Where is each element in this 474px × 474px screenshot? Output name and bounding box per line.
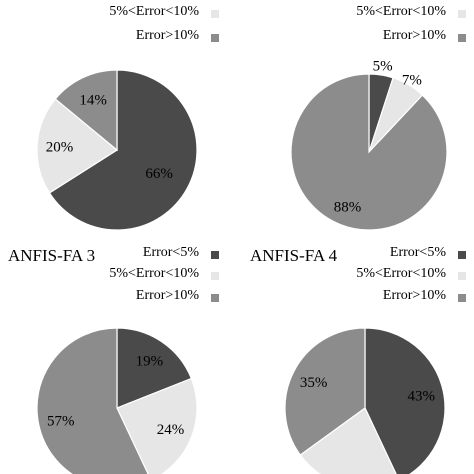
legend-entry-low: Error<5% [390, 245, 446, 261]
slice-data-label: 57% [47, 414, 75, 430]
slice-data-label: 24% [157, 422, 185, 438]
legend-label: Error>10% [382, 28, 446, 43]
pie-slice [364, 327, 446, 474]
legend-entry-high: Error>10% [136, 28, 199, 44]
pie-3-svg: 19% 24% 57% [36, 327, 198, 474]
slice-data-label: 35% [300, 375, 328, 391]
legend-swatch-high [458, 294, 466, 302]
legend-label: 5%<Error<10% [356, 266, 446, 281]
pie-panel-2: 5%<Error<10% Error>10% 5% 7% 88% [237, 0, 474, 237]
legend-label: Error>10% [135, 288, 199, 303]
panel-title: ANFIS-FA 4 [250, 246, 338, 265]
legend-entry-high: Error>10% [383, 288, 446, 304]
legend-swatch-mid [458, 10, 466, 18]
pie-1-svg: 66% 20% 14% [36, 69, 198, 231]
slice-data-label: 66% [145, 166, 173, 182]
legend-entry-low: Error<5% [143, 245, 199, 261]
pie-slice [284, 327, 366, 456]
legend-swatch-high [211, 294, 219, 302]
legend-swatch-mid [211, 10, 219, 18]
legend-entry-high: Error>10% [383, 28, 446, 44]
legend-entry-high: Error>10% [136, 288, 199, 304]
legend-label: Error>10% [135, 28, 199, 43]
pie-slice [36, 327, 149, 474]
legend-swatch-low [458, 251, 466, 259]
slice-data-label: 5% [373, 59, 393, 75]
panel-title: ANFIS-FA 3 [8, 246, 96, 265]
slice-data-label: 88% [334, 199, 362, 215]
pie-slice [299, 407, 397, 474]
slice-data-label: 19% [136, 353, 164, 369]
legend-swatch-low [211, 251, 219, 259]
pie-slice [290, 73, 448, 231]
slice-data-label: 43% [407, 388, 435, 404]
pie-panel-3: ANFIS-FA 3 Error<5% 5%<Error<10% Error>1… [0, 237, 237, 474]
pie-slice [54, 69, 118, 152]
pie-panel-1: 5%<Error<10% Error>10% 66% 20% 14% [0, 0, 237, 237]
pie-slice [116, 327, 193, 409]
legend-entry-mid: 5%<Error<10% [356, 266, 446, 282]
slice-data-label: 7% [402, 72, 422, 88]
legend-label: 5%<Error<10% [356, 4, 446, 19]
slice-data-label: 20% [46, 139, 74, 155]
pie-panel-4: ANFIS-FA 4 Error<5% 5%<Error<10% Error>1… [237, 237, 474, 474]
pie-2-svg: 5% 7% 88% [290, 59, 448, 231]
pie-4-svg: 43%22%35% [284, 327, 446, 474]
legend-label: Error>10% [382, 288, 446, 303]
slice-data-label: 14% [79, 92, 107, 108]
pie-slice [48, 69, 198, 231]
legend-label: Error<5% [389, 245, 446, 260]
legend-entry-mid: 5%<Error<10% [109, 4, 199, 20]
legend-swatch-high [458, 34, 466, 42]
legend-entry-mid: 5%<Error<10% [109, 266, 199, 282]
legend-entry-mid: 5%<Error<10% [356, 4, 446, 20]
legend-label: Error<5% [142, 245, 199, 260]
legend-label: 5%<Error<10% [109, 266, 199, 281]
legend-swatch-high [211, 34, 219, 42]
legend-label: 5%<Error<10% [109, 4, 199, 19]
legend-swatch-mid [211, 272, 219, 280]
legend-swatch-mid [458, 272, 466, 280]
pie-slice [36, 98, 119, 194]
